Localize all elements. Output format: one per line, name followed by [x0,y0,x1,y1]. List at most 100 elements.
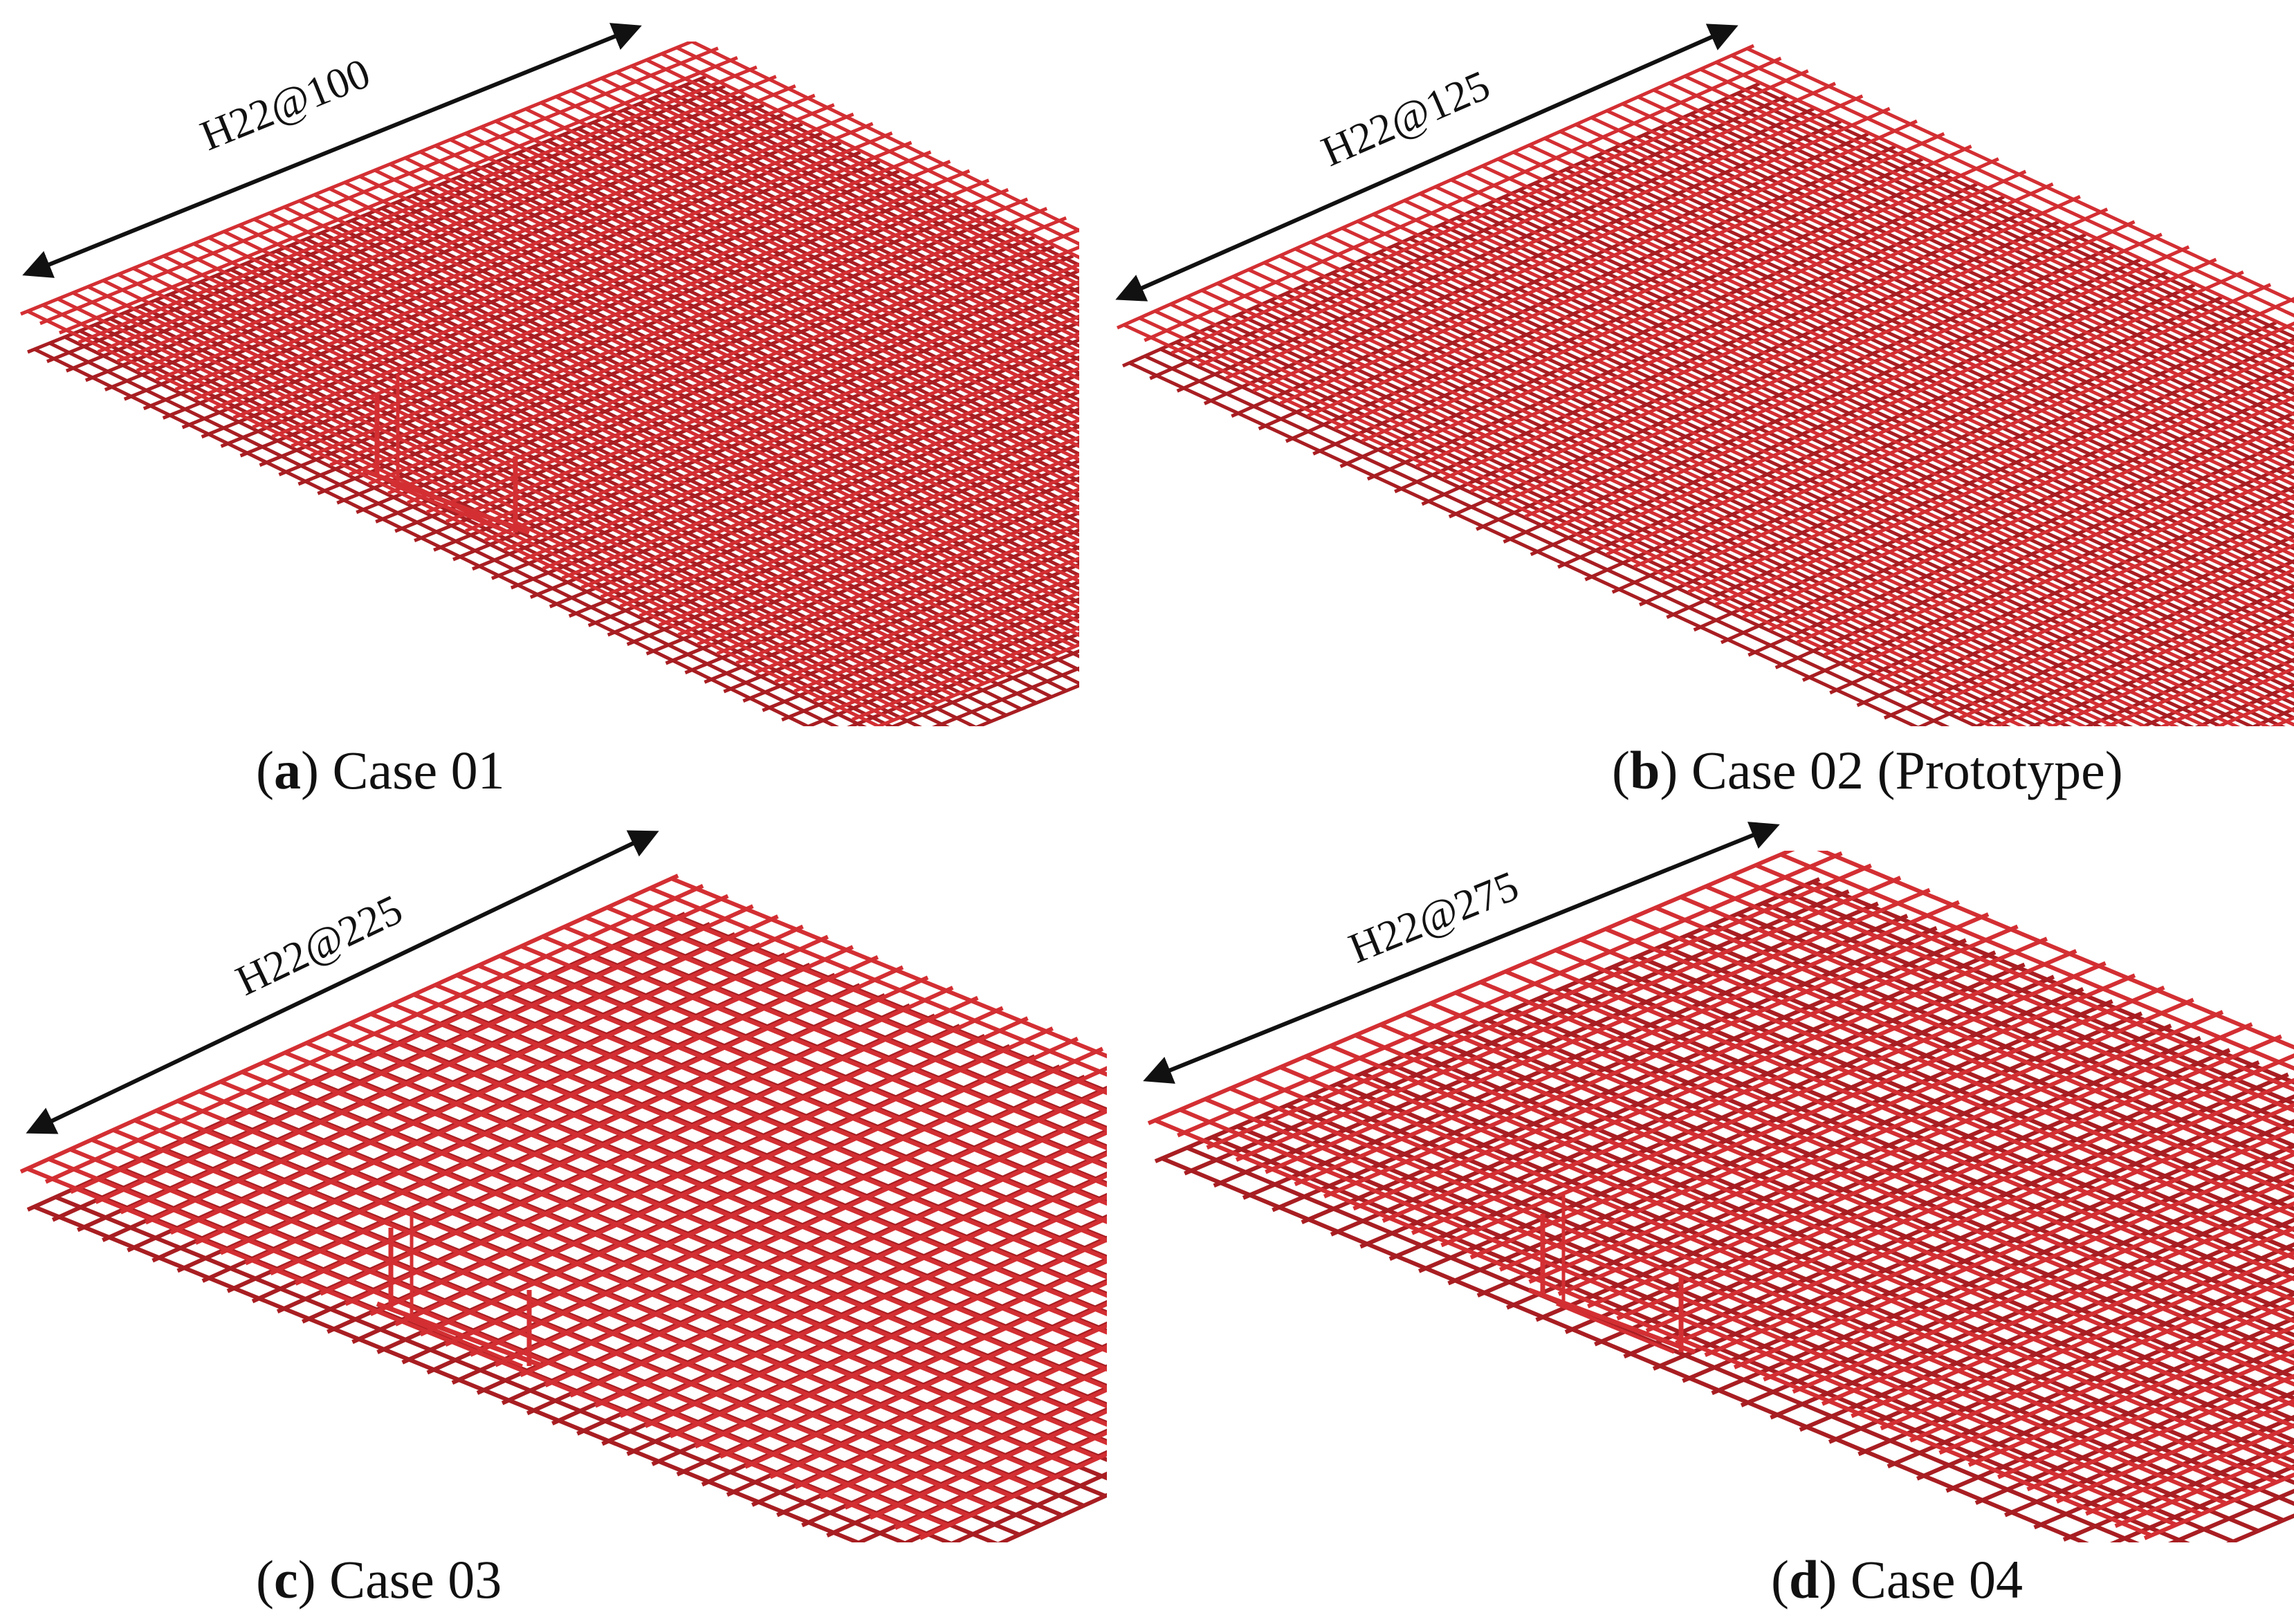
rebar-bar [1139,316,2027,726]
rebar-bar [2159,666,2294,726]
rebar-bar [2114,1448,2294,1529]
rebar-bar [112,1128,1014,1499]
rebar-bar [2033,1414,2294,1530]
rebar-bar [562,133,1079,389]
rebar-bar [676,46,1079,246]
rebar-bar [894,1430,1107,1531]
rebar-bar [1712,922,2294,1170]
caption-c: (c) Case 03 [256,1549,502,1609]
caption-letter-c: c [273,1549,298,1609]
rebar-bar [1204,1097,2203,1516]
rebar-bar [577,127,1079,376]
rebar-bar [1294,247,2294,713]
caption-letter-d: d [1788,1549,1819,1609]
spacing-label-c: H22@225 [229,886,410,1005]
rebar-bar [1606,109,2294,431]
rebar-bar [102,279,955,697]
rebar-bar [520,944,1107,1188]
rebar-bar [1486,1018,2294,1359]
rebar-bar [1687,933,2294,1190]
rebar-bar [1144,354,1950,726]
caption-b: (b) Case 02 (Prototype) [1612,740,2123,800]
rebar-bar [176,1099,1079,1470]
rebar-bar [1974,1365,2294,1505]
rebar-bar [540,101,1079,368]
caption-text-d: Case 04 [1850,1549,2023,1609]
rebar-bar [1811,880,2294,1085]
rebar-bar [584,915,1107,1132]
rebar-bar [1559,129,2294,473]
rebar-bar [1170,302,2088,726]
rebar-bar [48,341,839,726]
rebar-bar [1575,122,2294,459]
caption-d: (d) Case 04 [1771,1549,2023,1609]
rebar-bar [607,114,1079,349]
rebar-bar [1637,95,2294,403]
rebar-bar [1216,282,2179,726]
rebar-bar [2062,1439,2294,1542]
rebar-bar [630,64,1079,286]
rebar-bar [2109,1464,2294,1542]
rebar-bar [668,90,1079,295]
rebar-bar [55,1195,908,1542]
rebar-bar [502,157,1079,443]
rebar-bar [1736,912,2294,1148]
caption-text-c: Case 03 [329,1549,502,1609]
rebar-bar [2226,1513,2294,1542]
rebar-bar [1325,233,2294,685]
rebar-bar [555,95,1079,354]
caption-letter-b: b [1629,740,1660,800]
rebar-bar [1629,916,2294,1197]
rebar-bar [1379,1022,2294,1408]
rebar-bar [949,1471,1107,1542]
rebar-bar [2085,1423,2294,1516]
rebar-bar [844,1387,1107,1510]
rebar-bar [794,1345,1107,1490]
caption-letter-a: a [273,740,301,800]
rebar-bar [2048,617,2294,726]
rebar-bar [1590,116,2294,445]
opening-frame [1527,1193,1696,1355]
rebar-bar [819,1366,1107,1500]
rebar-bar [510,113,1079,395]
rebar-bar [117,273,971,692]
rebar-bar [1680,895,2294,1155]
rebar-bar [541,934,1107,1169]
rebar-bar [268,211,1079,611]
panel-b: H22@125 [1115,24,2294,726]
rebar-bar [524,107,1079,381]
rebar-bar [132,266,985,685]
rebar-bar [192,242,1046,661]
rebar-bar [1201,288,2149,726]
rebar-bar [238,223,1079,638]
rebar-bar [223,230,1076,649]
panel-a: H22@100 [20,23,1079,726]
rebar-bar [997,1493,1107,1542]
rebar-bar [163,254,1016,673]
rebar-bar [1779,852,2294,1071]
rebar-bar [2055,1398,2294,1504]
rebar-bar [33,347,811,726]
rebar-bar [1278,254,2294,726]
rebar-bar [1329,1044,2294,1450]
rebar-bar [208,236,1061,654]
rebar-bar [72,291,925,710]
rebar-bar [219,1080,1107,1446]
rebar-bar [178,248,1031,667]
rebar-bar [198,1089,1100,1460]
rebar-bar [1254,1076,2252,1495]
rebar-bar [1652,88,2294,388]
rebar-bar [1154,1118,2153,1538]
rebar-bar [1729,874,2294,1113]
rebar-bar [605,905,1107,1114]
opening-frame [376,1207,544,1369]
rebar-bar [627,896,1107,1096]
rebar-bar [57,297,910,716]
rebar-bar [1179,1107,2178,1527]
rebar-bar [1123,323,1997,726]
panel-d: H22@275 [1143,822,2294,1542]
rebar-bar [1128,361,1920,726]
rebar-bar [1661,943,2294,1211]
rebar-bar [1186,1145,2140,1542]
caption-a: (a) Case 01 [256,740,505,800]
